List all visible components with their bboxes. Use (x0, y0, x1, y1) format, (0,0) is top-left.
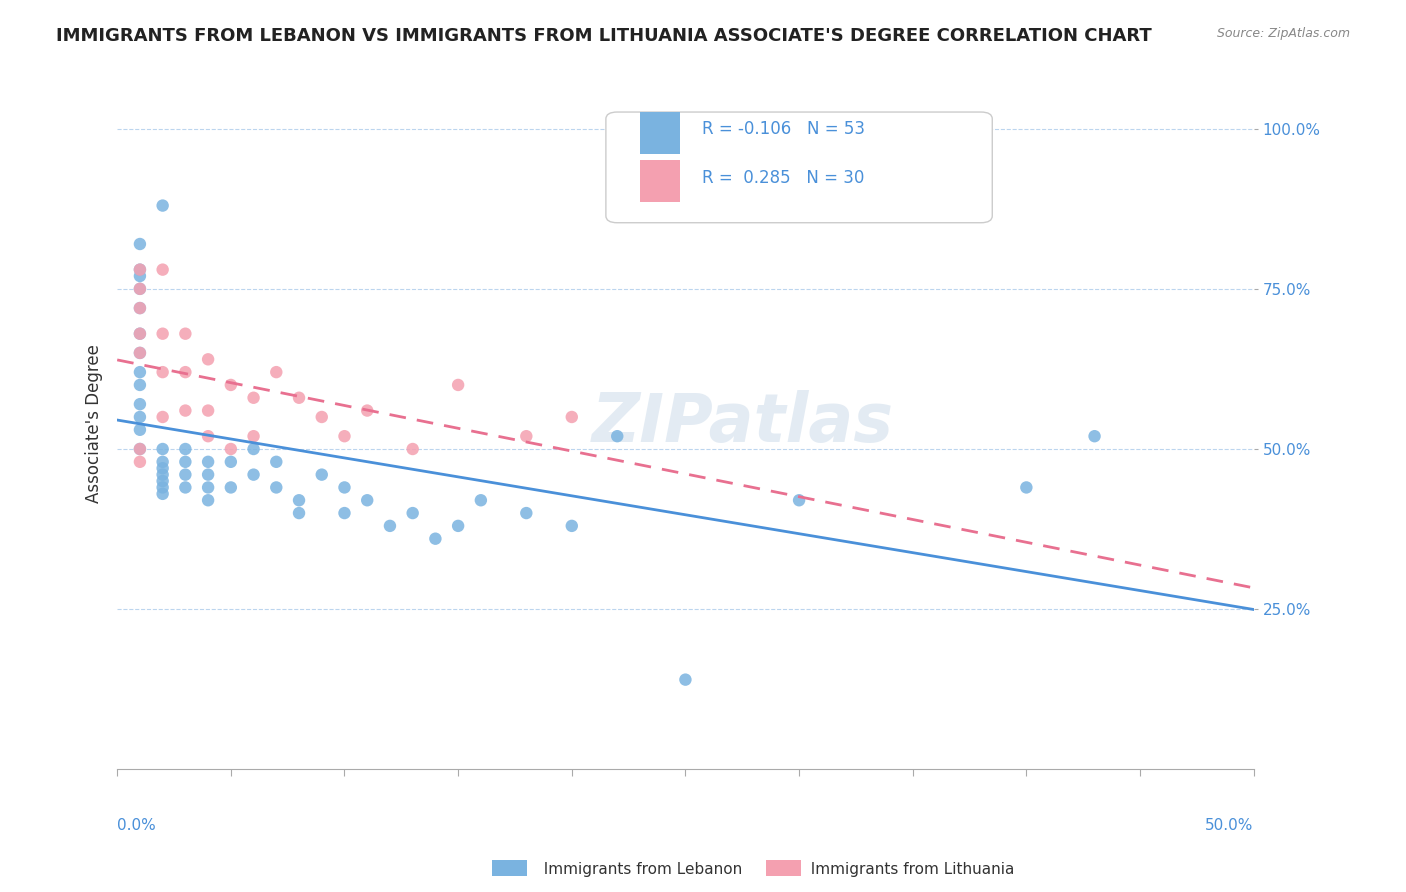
Point (152, 480, 174, 494)
Point (219, 480, 242, 494)
Point (129, 262, 152, 277)
Point (675, 673, 697, 687)
Point (197, 403, 219, 417)
FancyBboxPatch shape (640, 112, 679, 153)
Point (288, 493, 311, 508)
Point (242, 391, 264, 405)
Point (561, 519, 583, 533)
Point (470, 493, 492, 508)
Point (129, 282, 152, 296)
Point (129, 397, 152, 411)
Text: R =  0.285   N = 30: R = 0.285 N = 30 (703, 169, 865, 186)
Point (129, 262, 152, 277)
Point (129, 346, 152, 360)
Point (333, 480, 356, 494)
Point (174, 455, 197, 469)
Point (174, 480, 197, 494)
Point (152, 365, 174, 379)
Point (787, 493, 810, 508)
Point (152, 409, 174, 424)
Point (242, 429, 264, 443)
Point (152, 461, 174, 475)
Text: 0.0%: 0.0% (117, 818, 156, 833)
Point (152, 262, 174, 277)
Point (152, 326, 174, 341)
Point (152, 198, 174, 212)
Point (129, 378, 152, 392)
Point (129, 346, 152, 360)
Point (129, 301, 152, 315)
Point (447, 519, 470, 533)
Point (515, 506, 537, 520)
Point (129, 365, 152, 379)
Point (402, 506, 425, 520)
Point (1015, 480, 1038, 494)
Point (333, 506, 356, 520)
Point (219, 378, 242, 392)
Point (152, 474, 174, 488)
Point (1083, 429, 1105, 443)
Point (152, 467, 174, 482)
Point (266, 365, 288, 379)
Point (197, 429, 219, 443)
Point (129, 442, 152, 456)
Point (266, 455, 288, 469)
Point (561, 409, 583, 424)
FancyBboxPatch shape (640, 161, 679, 202)
FancyBboxPatch shape (606, 112, 993, 223)
Point (515, 429, 537, 443)
Point (174, 365, 197, 379)
Point (447, 378, 470, 392)
Point (288, 391, 311, 405)
Point (356, 403, 378, 417)
Point (311, 467, 333, 482)
Point (129, 301, 152, 315)
Point (129, 455, 152, 469)
Point (266, 480, 288, 494)
Point (242, 467, 264, 482)
Point (219, 455, 242, 469)
Point (378, 519, 401, 533)
Point (356, 493, 378, 508)
Text: 50.0%: 50.0% (1205, 818, 1254, 833)
Point (288, 506, 311, 520)
Text: Immigrants from Lebanon: Immigrants from Lebanon (534, 863, 742, 877)
Point (174, 467, 197, 482)
Text: Source: ZipAtlas.com: Source: ZipAtlas.com (1216, 27, 1350, 40)
Point (402, 442, 425, 456)
Text: IMMIGRANTS FROM LEBANON VS IMMIGRANTS FROM LITHUANIA ASSOCIATE'S DEGREE CORRELAT: IMMIGRANTS FROM LEBANON VS IMMIGRANTS FR… (56, 27, 1152, 45)
Point (197, 493, 219, 508)
Point (152, 455, 174, 469)
Point (174, 326, 197, 341)
Point (197, 455, 219, 469)
Point (425, 532, 447, 546)
Point (174, 403, 197, 417)
Point (197, 480, 219, 494)
Point (129, 326, 152, 341)
Point (129, 423, 152, 437)
Text: R = -0.106   N = 53: R = -0.106 N = 53 (703, 120, 866, 138)
Point (606, 429, 628, 443)
Point (152, 487, 174, 501)
Point (174, 442, 197, 456)
Y-axis label: Associate's Degree: Associate's Degree (86, 344, 103, 503)
Text: Immigrants from Lithuania: Immigrants from Lithuania (801, 863, 1015, 877)
Text: ZIPatlas: ZIPatlas (592, 391, 893, 457)
Point (129, 409, 152, 424)
Point (129, 282, 152, 296)
Point (129, 442, 152, 456)
Point (197, 467, 219, 482)
Point (129, 326, 152, 341)
Point (129, 237, 152, 252)
Point (219, 442, 242, 456)
Point (333, 429, 356, 443)
Point (152, 442, 174, 456)
Point (311, 409, 333, 424)
Point (197, 352, 219, 367)
Point (129, 268, 152, 283)
Point (242, 442, 264, 456)
